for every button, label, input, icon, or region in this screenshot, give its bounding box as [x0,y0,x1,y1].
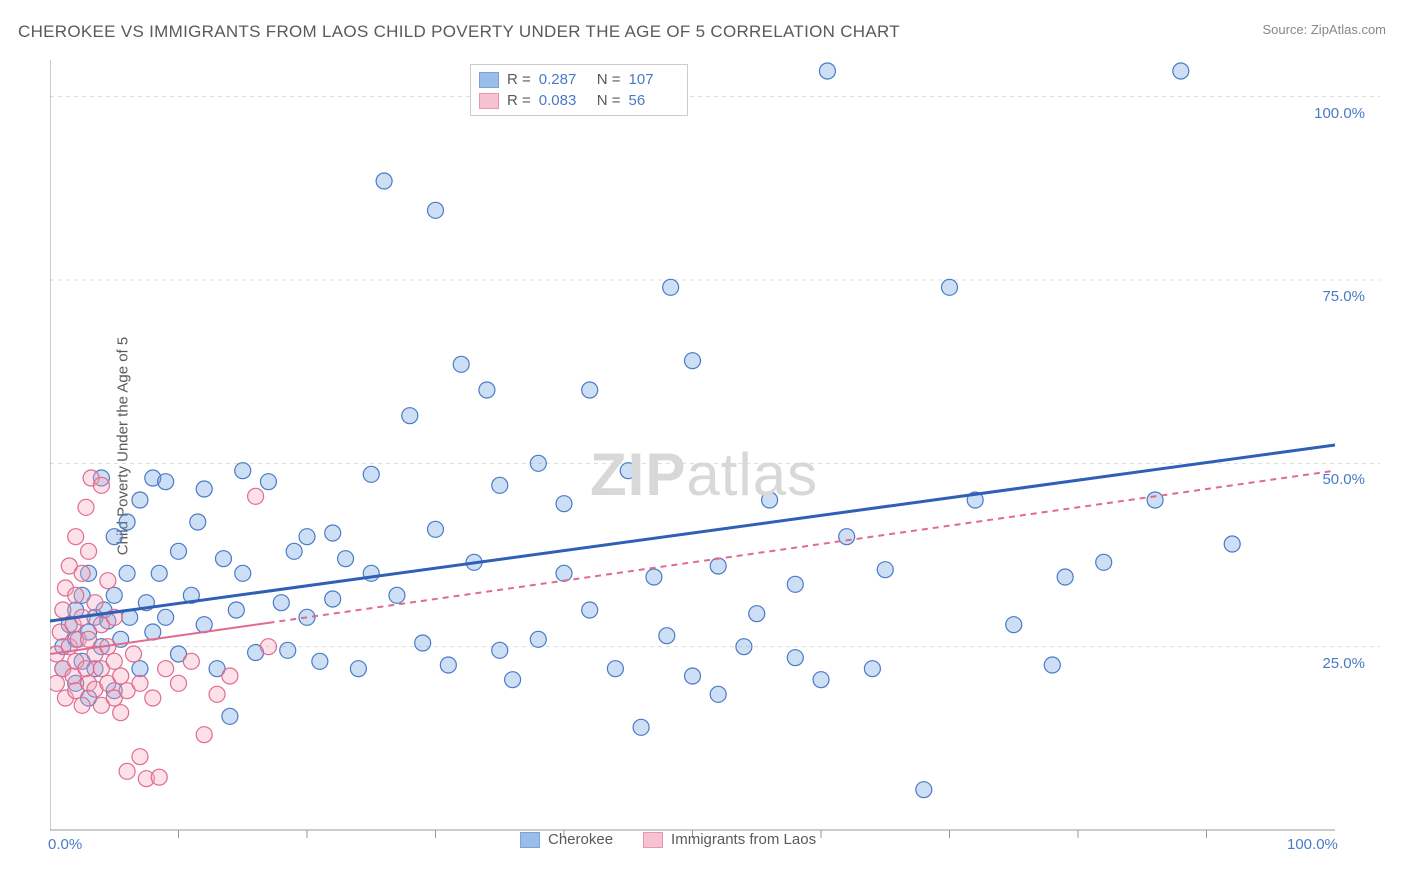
swatch-laos [479,93,499,109]
bottom-legend: Cherokee Immigrants from Laos [520,831,816,848]
chart-title: CHEROKEE VS IMMIGRANTS FROM LAOS CHILD P… [18,22,900,42]
r-label: R = [507,71,531,88]
stat-row-laos: R = 0.083 N = 56 [479,90,679,111]
y-tick-label: 100.0% [1314,105,1365,122]
plot-area: R = 0.287 N = 107 R = 0.083 N = 56 ZIPat… [50,60,1380,850]
n-label: N = [597,92,621,109]
r-value-laos: 0.083 [539,92,589,109]
scatter-plot-svg [50,60,1380,850]
swatch-cherokee [479,72,499,88]
n-value-cherokee: 107 [629,71,679,88]
legend-label-cherokee: Cherokee [548,831,613,848]
y-tick-label: 50.0% [1322,471,1365,488]
stat-row-cherokee: R = 0.287 N = 107 [479,69,679,90]
legend-item-cherokee: Cherokee [520,831,613,848]
x-tick-label: 100.0% [1287,836,1338,853]
y-tick-label: 25.0% [1322,655,1365,672]
r-label: R = [507,92,531,109]
r-value-cherokee: 0.287 [539,71,589,88]
legend-item-laos: Immigrants from Laos [643,831,816,848]
x-tick-label: 0.0% [48,836,82,853]
swatch-cherokee [520,832,540,848]
source-label: Source: ZipAtlas.com [1262,22,1386,37]
y-tick-label: 75.0% [1322,288,1365,305]
n-label: N = [597,71,621,88]
legend-label-laos: Immigrants from Laos [671,831,816,848]
stat-legend: R = 0.287 N = 107 R = 0.083 N = 56 [470,64,688,116]
n-value-laos: 56 [629,92,679,109]
swatch-laos [643,832,663,848]
